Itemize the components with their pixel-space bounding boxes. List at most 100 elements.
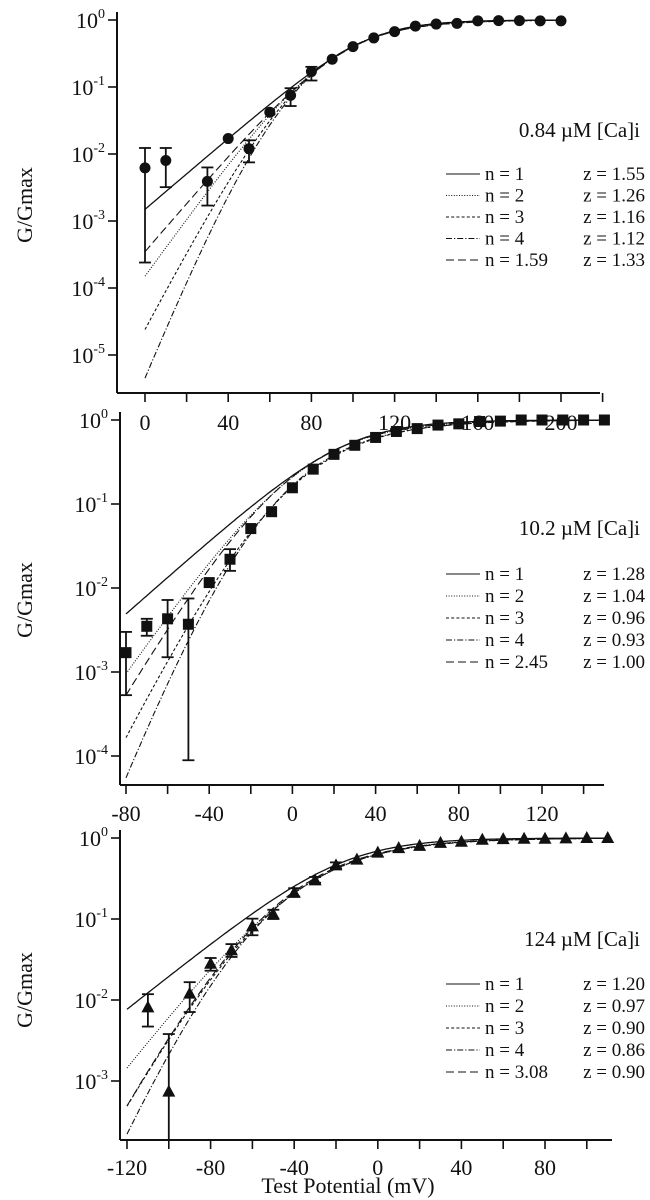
y-tick-exponent: 0 xyxy=(98,7,105,22)
y-tick-label: 10-4 xyxy=(74,743,108,769)
y-tick-label: 10-1 xyxy=(74,491,108,517)
data-point-triangle xyxy=(517,831,531,844)
x-tick-label: -80 xyxy=(111,801,140,826)
y-tick-label: 100 xyxy=(79,825,108,851)
y-tick-base: 10 xyxy=(71,142,93,167)
x-tick-label: 80 xyxy=(448,801,470,826)
legend-z-label: z = 1.00 xyxy=(583,652,645,673)
legend-z-label: z = 1.55 xyxy=(583,164,645,185)
x-tick-label: 120 xyxy=(526,801,559,826)
y-tick-base: 10 xyxy=(74,1069,96,1094)
y-tick-label: 10-1 xyxy=(71,74,105,100)
y-tick-base: 10 xyxy=(71,75,93,100)
legend-n-label: n = 1.59 xyxy=(485,250,548,271)
y-tick-base: 10 xyxy=(71,209,93,234)
data-point-triangle xyxy=(413,838,427,851)
y-tick-label: 10-3 xyxy=(74,659,108,685)
y-tick-label: 100 xyxy=(76,7,105,33)
data-point-square xyxy=(536,414,548,426)
y-tick-exponent: -3 xyxy=(96,659,108,674)
x-tick-label: 40 xyxy=(365,801,387,826)
y-tick-exponent: -2 xyxy=(93,141,105,156)
data-point-square xyxy=(162,613,174,625)
data-point-triangle xyxy=(225,943,238,956)
x-tick-label: -40 xyxy=(195,801,224,826)
panel-title: 10.2 µM [Ca]i xyxy=(519,516,640,540)
y-tick-exponent: -1 xyxy=(96,906,108,921)
y-tick-exponent: 0 xyxy=(101,825,108,840)
x-tick-label: 0 xyxy=(140,410,151,435)
legend-z-label: z = 1.12 xyxy=(583,229,645,250)
data-point-triangle xyxy=(371,845,385,858)
data-point-circle xyxy=(472,15,484,27)
y-tick-exponent: 0 xyxy=(101,407,108,422)
y-tick-base: 10 xyxy=(74,907,96,932)
y-axis-label: G/Gmax xyxy=(12,167,37,243)
data-point-square xyxy=(474,415,486,427)
legend-z-label: z = 0.96 xyxy=(583,608,645,629)
legend-n-label: n = 4 xyxy=(485,1040,525,1061)
data-point-square xyxy=(578,414,590,426)
data-point-circle xyxy=(201,175,213,187)
fit-curve-dotted xyxy=(125,419,605,675)
y-tick-label: 100 xyxy=(79,407,108,433)
data-point-circle xyxy=(430,18,442,30)
legend-n-label: n = 3.08 xyxy=(485,1062,548,1083)
legend-z-label: z = 1.16 xyxy=(583,207,645,228)
y-tick-base: 10 xyxy=(79,826,101,851)
data-point-circle xyxy=(264,106,276,118)
y-tick-base: 10 xyxy=(71,276,93,301)
legend-n-label: n = 3 xyxy=(485,1018,524,1039)
y-tick-base: 10 xyxy=(74,988,96,1013)
data-point-triangle xyxy=(434,835,447,848)
y-tick-exponent: -2 xyxy=(96,987,108,1002)
data-point-square xyxy=(307,463,319,475)
x-tick-label: -80 xyxy=(196,1155,225,1180)
legend-z-label: z = 1.28 xyxy=(583,564,645,585)
data-point-circle xyxy=(222,133,234,145)
data-point-circle xyxy=(451,17,463,29)
panel-0-84: 0408012016020010010-110-210-310-410-5G/G… xyxy=(12,7,645,435)
legend-n-label: n = 4 xyxy=(485,630,525,651)
y-tick-exponent: -3 xyxy=(96,1068,108,1083)
data-point-circle xyxy=(368,32,380,44)
x-tick-label: -40 xyxy=(280,1155,309,1180)
legend-z-label: z = 0.90 xyxy=(583,1062,645,1083)
legend-z-label: z = 0.97 xyxy=(583,996,645,1017)
data-point-square xyxy=(182,618,194,630)
panel-title: 0.84 µM [Ca]i xyxy=(519,118,640,142)
data-point-circle xyxy=(305,66,317,78)
legend-n-label: n = 2 xyxy=(485,186,524,207)
data-point-triangle xyxy=(496,832,510,845)
data-point-circle xyxy=(555,15,567,27)
legend-z-label: z = 1.20 xyxy=(583,974,645,995)
y-tick-base: 10 xyxy=(74,744,96,769)
x-tick-label: 80 xyxy=(300,410,322,435)
legend-z-label: z = 1.26 xyxy=(583,186,645,207)
y-tick-exponent: -1 xyxy=(93,74,105,89)
y-tick-label: 10-1 xyxy=(74,906,108,932)
data-point-square xyxy=(245,523,257,535)
legend-n-label: n = 2 xyxy=(485,586,524,607)
y-axis-label: G/Gmax xyxy=(12,952,37,1028)
data-point-square xyxy=(453,418,465,430)
y-tick-label: 10-4 xyxy=(71,275,105,301)
data-point-circle xyxy=(139,162,151,174)
data-point-square xyxy=(557,414,569,426)
legend-z-label: z = 1.33 xyxy=(583,250,645,271)
legend-z-label: z = 0.90 xyxy=(583,1018,645,1039)
panel-title: 124 µM [Ca]i xyxy=(524,927,640,951)
fit-curve-short-dash xyxy=(125,419,605,738)
legend-n-label: n = 3 xyxy=(485,608,524,629)
data-point-triangle xyxy=(266,907,280,920)
y-tick-exponent: -5 xyxy=(93,342,105,357)
data-point-circle xyxy=(243,143,255,155)
data-point-triangle xyxy=(475,832,489,845)
data-point-triangle xyxy=(162,1084,176,1097)
legend-n-label: n = 4 xyxy=(485,229,525,250)
data-point-triangle xyxy=(204,956,218,969)
data-point-circle xyxy=(160,154,172,166)
data-point-square xyxy=(328,448,340,460)
panel-124: -120 -80 -40 0 40 8010010-110-210-3G/GmaxTest… xyxy=(12,825,645,1198)
